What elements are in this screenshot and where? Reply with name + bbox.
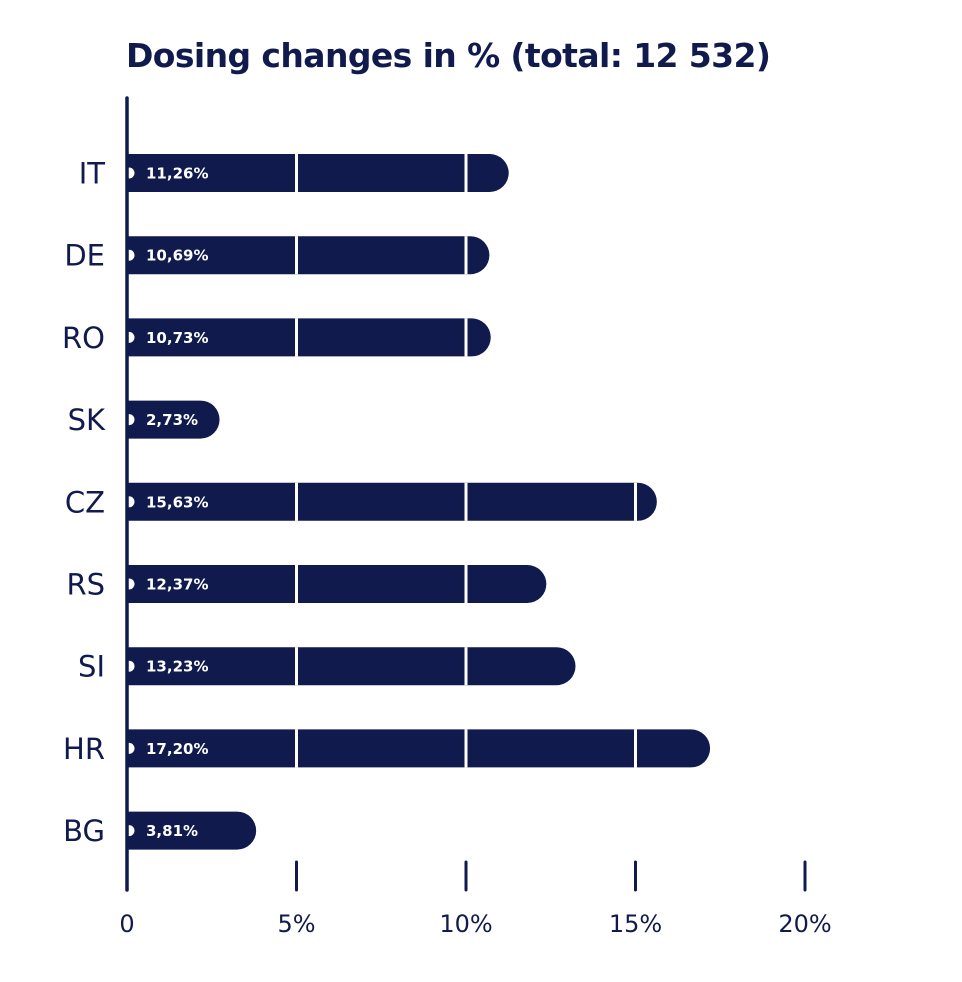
bar-hr	[127, 729, 711, 768]
value-label-it: 11,26%	[146, 165, 208, 183]
bar-start-dot	[123, 249, 135, 261]
x-tick-label: 5%	[277, 910, 315, 938]
category-label-de: DE	[64, 239, 105, 273]
bar-start-dot	[123, 496, 135, 508]
bar-start-dot	[123, 825, 135, 837]
category-label-sk: SK	[68, 403, 106, 437]
chart-title: Dosing changes in % (total: 12 532)	[126, 36, 771, 75]
x-tick-label: 0	[119, 910, 134, 938]
bar-rs	[127, 565, 547, 603]
bar-start-dot	[123, 660, 135, 672]
bar-sk	[127, 400, 220, 439]
bar-si	[127, 647, 576, 686]
bar-start-dot	[123, 578, 135, 590]
value-label-si: 13,23%	[146, 658, 208, 676]
value-label-ro: 10,73%	[146, 329, 208, 347]
category-label-si: SI	[78, 650, 105, 684]
x-tick-label: 15%	[609, 910, 662, 938]
value-label-cz: 15,63%	[146, 493, 208, 511]
bar-ro	[127, 318, 491, 357]
x-tick-label: 10%	[439, 910, 492, 938]
bar-start-dot	[123, 742, 135, 754]
bar-it	[127, 154, 509, 192]
category-label-rs: RS	[66, 568, 105, 602]
bar-cz	[127, 482, 657, 521]
value-label-hr: 17,20%	[146, 740, 208, 758]
category-label-cz: CZ	[65, 485, 105, 519]
bar-start-dot	[123, 167, 135, 179]
bar-de	[127, 236, 490, 275]
category-label-ro: RO	[62, 321, 105, 355]
value-label-bg: 3,81%	[146, 822, 198, 840]
value-label-de: 10,69%	[146, 247, 208, 265]
bar-start-dot	[123, 331, 135, 343]
value-label-sk: 2,73%	[146, 411, 198, 429]
bar-start-dot	[123, 414, 135, 426]
value-label-rs: 12,37%	[146, 576, 208, 594]
category-label-hr: HR	[63, 732, 105, 766]
category-label-it: IT	[79, 157, 106, 191]
bar-bg	[127, 811, 257, 850]
category-label-bg: BG	[63, 814, 105, 848]
x-tick-label: 20%	[778, 910, 831, 938]
